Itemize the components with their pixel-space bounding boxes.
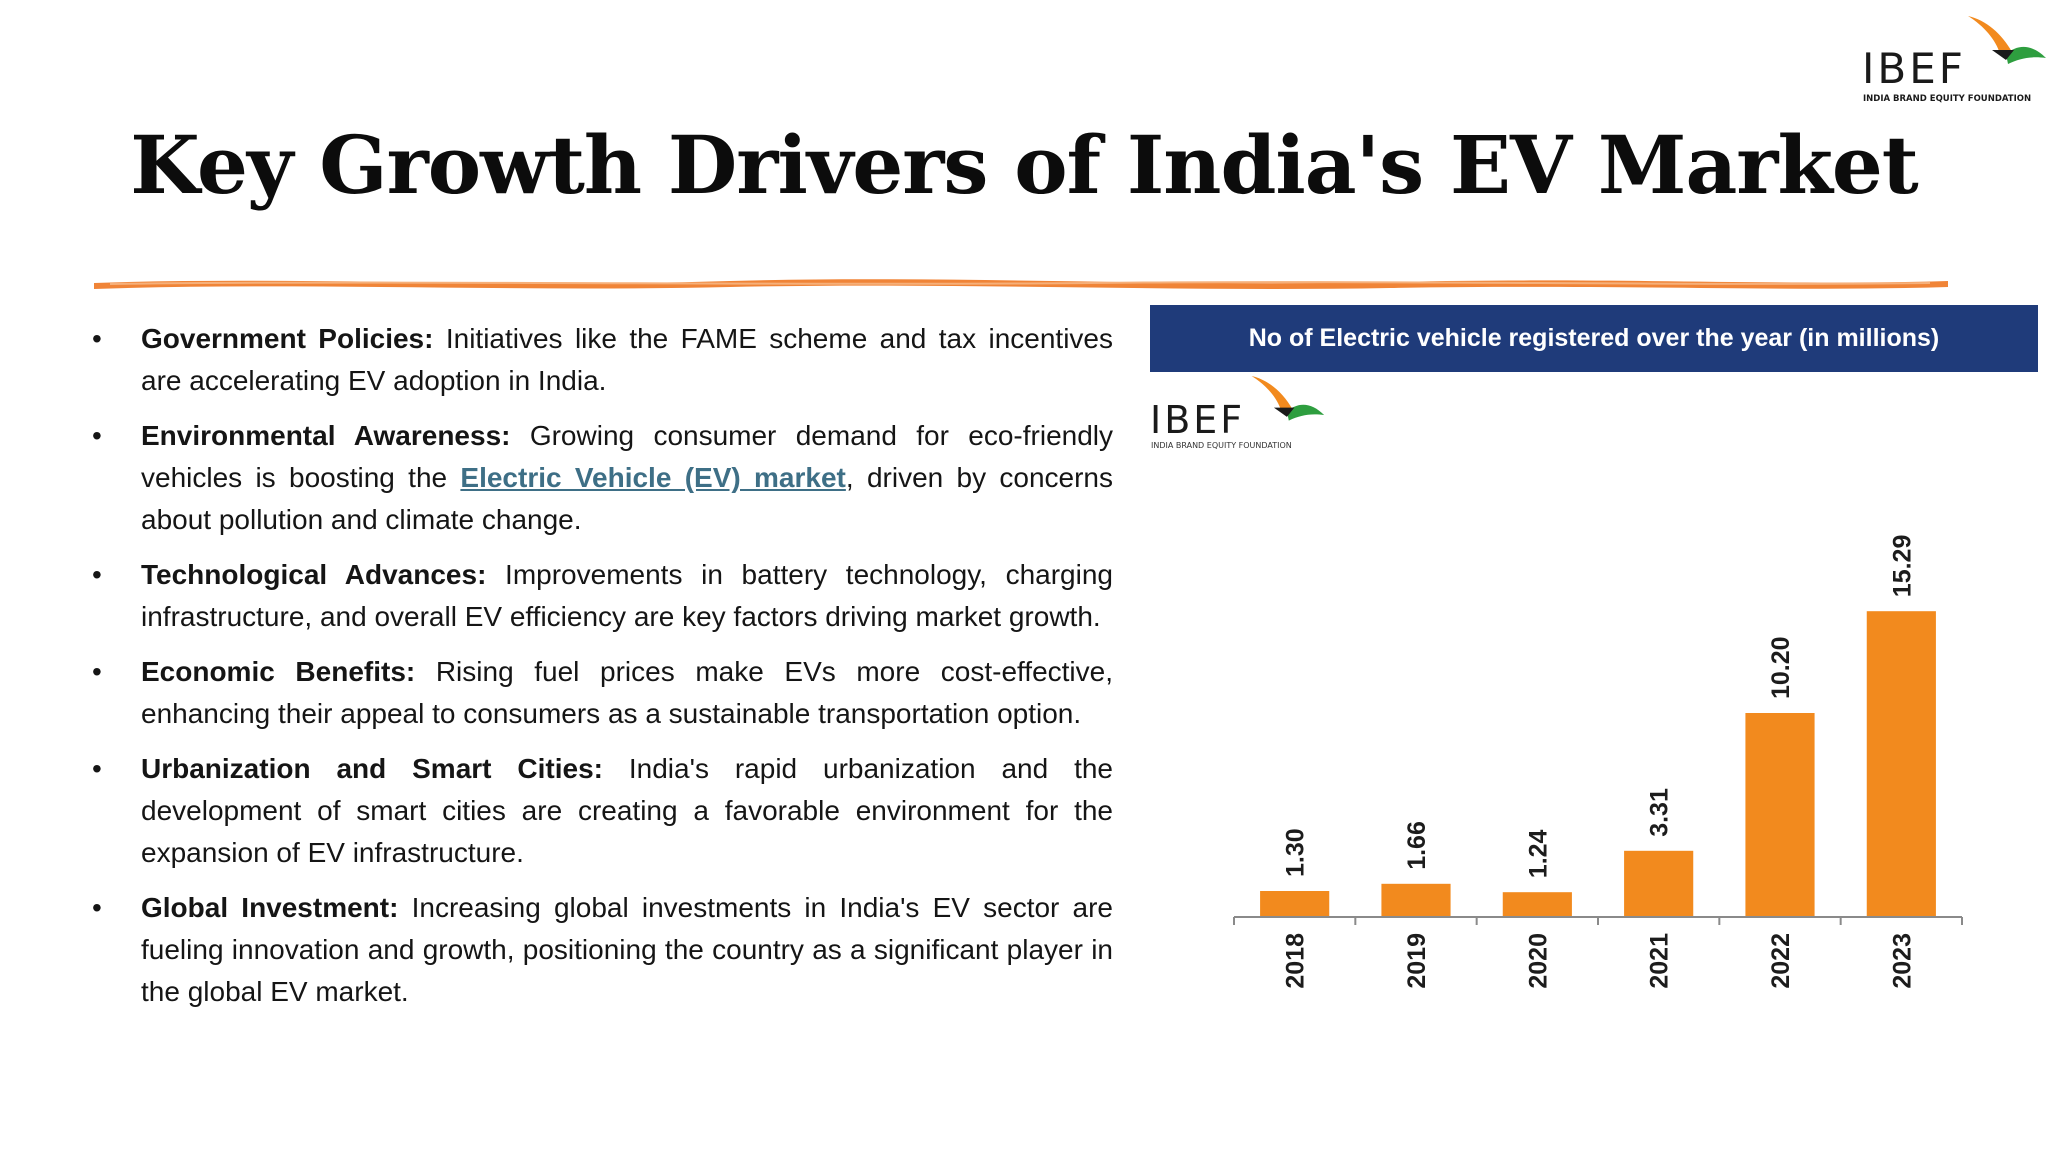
list-item: • Environmental Awareness: Growing consu… <box>88 415 1113 541</box>
bullet-text: India's rapid urbanization and the devel… <box>141 753 1113 868</box>
logo-tagline: INDIA BRAND EQUITY FOUNDATION <box>1151 441 1292 450</box>
list-item: • Global Investment: Increasing global i… <box>88 887 1113 1013</box>
value-label-2023: 15.29 <box>1888 535 1916 598</box>
bullet-icon: • <box>92 753 102 784</box>
value-label-2020: 1.24 <box>1524 829 1552 878</box>
x-tick-label-2022: 2022 <box>1767 933 1795 989</box>
x-tick-label-2019: 2019 <box>1403 933 1431 989</box>
bullet-heading: Technological Advances: <box>141 559 487 590</box>
value-label-2022: 10.20 <box>1767 636 1795 699</box>
bar-2023 <box>1866 611 1936 917</box>
bullet-text: Initiatives like the FAME scheme and tax… <box>141 323 1113 396</box>
ev-registrations-chart: 1.30 2018 1.66 2019 1.24 2020 3.31 2021 10.20 202… <box>1150 372 2038 1012</box>
x-tick-label-2020: 2020 <box>1524 933 1552 989</box>
list-item: • Technological Advances: Improvements i… <box>88 554 1113 638</box>
bullet-text: Increasing global investments in India's… <box>141 892 1114 1007</box>
value-label-2021: 3.31 <box>1646 788 1674 837</box>
bullet-text: Growing consumer demand for eco-friendly… <box>141 420 1114 493</box>
bullet-heading: Economic Benefits: <box>141 656 416 687</box>
bullet-icon: • <box>92 420 102 451</box>
bar-chart-svg: 1.30 2018 1.66 2019 1.24 2020 3.31 2021 10.20 202… <box>1233 535 1963 989</box>
bar-2022 <box>1745 713 1815 917</box>
x-tick-label-2023: 2023 <box>1888 933 1916 989</box>
orange-brush-divider <box>94 279 1948 289</box>
x-tick-label-2018: 2018 <box>1282 933 1310 989</box>
bullet-icon: • <box>92 323 102 354</box>
list-item: • Government Policies: Initiatives like … <box>88 318 1113 402</box>
bullet-text: Improvements in battery technology, char… <box>141 559 1113 632</box>
bird-icon <box>1968 16 2046 64</box>
bullet-icon: • <box>92 559 102 590</box>
ev-market-link[interactable]: Electric Vehicle (EV) market <box>460 462 846 493</box>
labels-layer: 1.30 2018 1.66 2019 1.24 2020 3.31 2021 10.20 202… <box>1233 535 1963 989</box>
bar-2019 <box>1381 883 1451 917</box>
bullet-text: , driven by concerns about pollution and… <box>141 462 1114 535</box>
page-title: Key Growth Drivers of India's EV Market <box>130 118 1918 212</box>
bullet-heading: Government Policies: <box>141 323 434 354</box>
bullet-icon: • <box>92 892 102 923</box>
bar-2021 <box>1624 850 1694 917</box>
bar-2020 <box>1502 892 1572 917</box>
chart-title: No of Electric vehicle registered over t… <box>1150 305 2038 372</box>
logo-wordmark: IBEF <box>1862 44 1966 93</box>
growth-drivers-list: • Government Policies: Initiatives like … <box>88 318 1113 1026</box>
bullet-heading: Environmental Awareness: <box>141 420 511 451</box>
bullet-text: Rising fuel prices make EVs more cost-ef… <box>141 656 1113 729</box>
value-label-2019: 1.66 <box>1403 821 1431 870</box>
x-tick-label-2021: 2021 <box>1646 933 1674 989</box>
ibef-logo: IBEF INDIA BRAND EQUITY FOUNDATION <box>1862 14 2048 110</box>
bars-layer <box>1260 611 1936 917</box>
ibef-chart-logo: IBEF INDIA BRAND EQUITY FOUNDATION <box>1150 374 1330 456</box>
value-label-2018: 1.30 <box>1282 828 1310 877</box>
bullet-heading: Urbanization and Smart Cities: <box>141 753 603 784</box>
bird-icon <box>1251 375 1325 421</box>
list-item: • Economic Benefits: Rising fuel prices … <box>88 651 1113 735</box>
logo-tagline: INDIA BRAND EQUITY FOUNDATION <box>1863 94 2032 104</box>
bullet-heading: Global Investment: <box>141 892 399 923</box>
bar-2018 <box>1260 891 1330 917</box>
list-item: • Urbanization and Smart Cities: India's… <box>88 748 1113 874</box>
bullet-icon: • <box>92 656 102 687</box>
logo-wordmark: IBEF <box>1150 398 1246 442</box>
